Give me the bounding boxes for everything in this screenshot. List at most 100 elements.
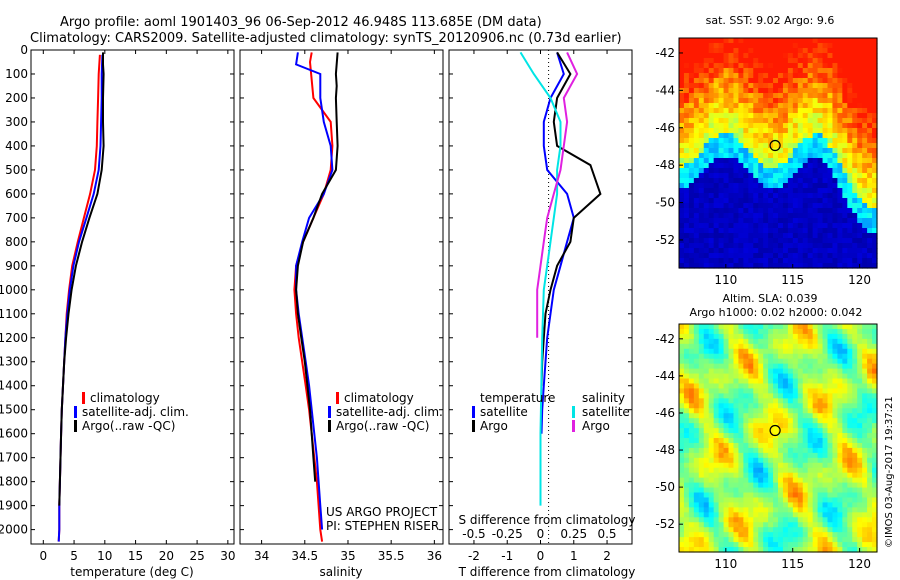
sst-cell: [842, 63, 848, 69]
sla-cell: [718, 532, 725, 538]
sla-cell: [748, 378, 754, 385]
sla-cell: [698, 408, 705, 414]
sst-cell: [703, 233, 710, 239]
sla-cell: [782, 413, 789, 419]
sla-cell: [693, 393, 700, 399]
sla-cell: [807, 373, 814, 380]
sst-cell: [807, 68, 814, 74]
salinity-legend-argo: Argo(..raw -QC): [336, 419, 429, 433]
sst-cell: [847, 48, 853, 54]
sst-cell: [857, 198, 863, 204]
sla-cell: [733, 393, 739, 399]
sla-cell: [782, 512, 789, 518]
sst-cell: [773, 93, 779, 99]
sst-cell: [679, 153, 685, 159]
sst-cell: [748, 178, 754, 184]
sst-cell: [832, 48, 838, 54]
sst-cell: [867, 128, 873, 134]
sst-cell: [822, 58, 829, 64]
sla-cell: [852, 492, 858, 499]
sst-cell: [802, 138, 809, 144]
sst-cell: [733, 148, 739, 154]
sst-cell: [822, 188, 829, 194]
sst-cell: [728, 163, 735, 169]
sst-cell: [763, 208, 769, 214]
sla-cell: [698, 333, 705, 340]
sla-cell: [857, 413, 863, 419]
sst-cell: [688, 43, 695, 49]
sla-cell: [733, 542, 739, 548]
sst-cell: [758, 113, 764, 119]
sst-cell: [867, 188, 873, 194]
sst-cell: [679, 253, 685, 259]
sst-cell: [718, 143, 725, 149]
sla-cell: [713, 522, 720, 528]
sst-cell: [787, 128, 794, 134]
sla-cell: [867, 457, 873, 464]
sst-cell: [802, 168, 809, 174]
sst-cell: [802, 243, 809, 249]
sla-cell: [797, 368, 804, 375]
sla-cell: [857, 378, 863, 385]
sla-cell: [773, 368, 779, 375]
sst-cell: [862, 68, 868, 74]
sst-cell: [679, 68, 685, 74]
sla-cell: [753, 438, 759, 444]
sst-cell: [698, 163, 705, 169]
sst-cell: [792, 108, 799, 114]
sla-cell: [738, 423, 744, 429]
sla-cell: [807, 333, 814, 340]
sla-cell: [857, 492, 863, 499]
sst-cell: [842, 228, 848, 234]
sla-cell: [773, 477, 779, 484]
sla-cell: [703, 333, 710, 340]
sla-cell: [698, 537, 705, 543]
sla-cell: [802, 447, 809, 454]
sst-cell: [852, 78, 858, 84]
sla-cell: [817, 398, 824, 404]
sla-cell: [683, 343, 690, 350]
sla-cell: [847, 408, 853, 414]
sst-cell: [782, 158, 789, 164]
sla-cell: [758, 438, 764, 444]
sst-cell: [698, 123, 705, 129]
sst-cell: [698, 223, 705, 229]
sla-cell: [743, 368, 749, 375]
sla-cell: [792, 363, 799, 370]
sst-cell: [688, 253, 695, 259]
sla-cell: [787, 537, 794, 543]
sst-cell: [817, 138, 824, 144]
sst-cell: [852, 83, 858, 89]
sla-cell: [738, 482, 744, 489]
sla-cell: [867, 373, 873, 380]
sst-cell: [688, 188, 695, 194]
sst-cell: [773, 193, 779, 199]
sla-cell: [768, 438, 774, 444]
sst-cell: [728, 123, 735, 129]
sst-cell: [679, 118, 685, 124]
sst-cell: [733, 138, 739, 144]
sla-cell: [738, 398, 744, 404]
sst-cell: [822, 223, 829, 229]
sla-cell: [822, 333, 829, 340]
sla-cell: [802, 527, 809, 533]
sla-cell: [807, 388, 814, 394]
sst-cell: [867, 248, 873, 254]
sla-cell: [857, 353, 863, 360]
sla-cell: [698, 438, 705, 444]
sst-cell: [733, 233, 739, 239]
sla-cell: [748, 388, 754, 394]
sst-cell: [733, 228, 739, 234]
sla-cell: [753, 507, 759, 513]
sla-cell: [758, 398, 764, 404]
sst-cell: [768, 88, 774, 94]
sst-cell: [723, 53, 730, 59]
sst-cell: [773, 128, 779, 134]
sst-cell: [857, 53, 863, 59]
sla-cell: [679, 348, 685, 355]
sla-cell: [723, 442, 730, 449]
sla-cell: [773, 408, 779, 414]
sla-cell: [817, 378, 824, 385]
sla-cell: [797, 467, 804, 474]
sst-cell: [743, 178, 749, 184]
